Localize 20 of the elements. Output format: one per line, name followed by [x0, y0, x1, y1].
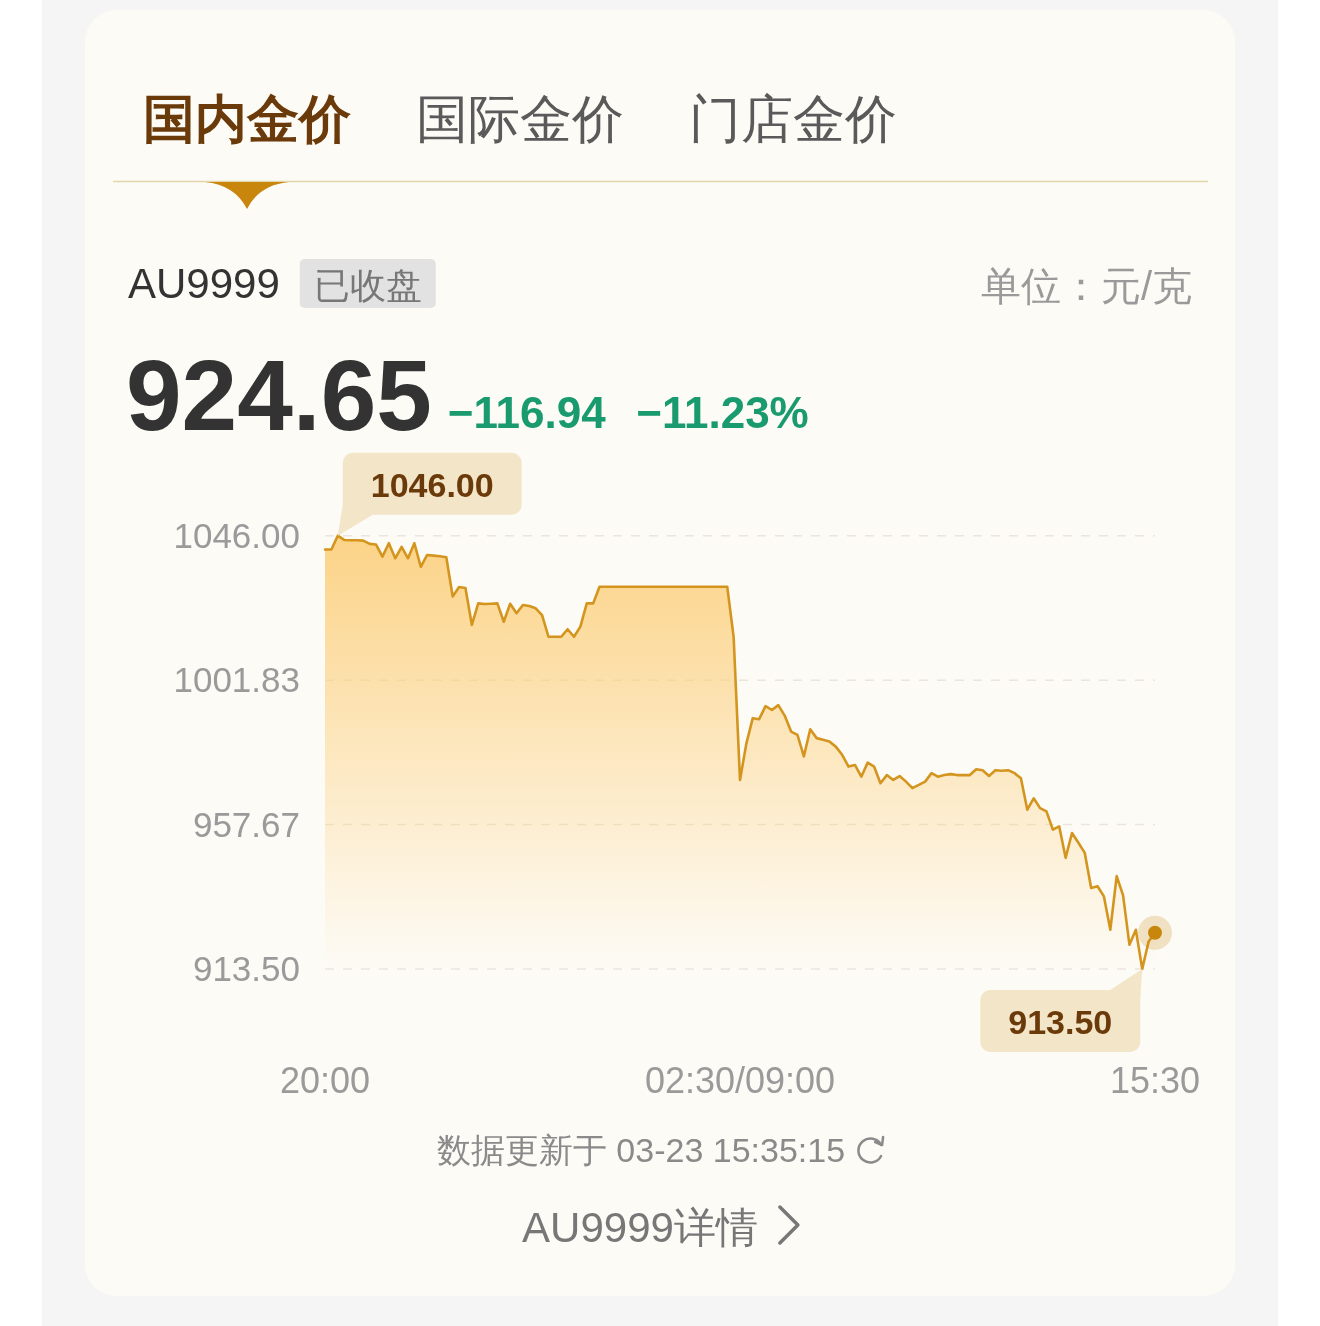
chart-subtitle: 已收盘	[313, 265, 422, 306]
text: AU9999详情	[522, 1204, 758, 1251]
x-tick-label: 15:30	[1109, 1060, 1201, 1101]
text: 国内金价	[143, 90, 351, 148]
text: 924.65	[126, 339, 432, 451]
y-tick-label: 913.50	[192, 949, 300, 988]
data-label: 913.50	[1008, 1003, 1113, 1041]
text: −11.23%	[636, 388, 809, 437]
text: 国际金价	[416, 90, 624, 148]
data-label: 1046.00	[370, 465, 494, 504]
x-tick-label: 02:30/09:00	[644, 1060, 836, 1101]
y-tick-label: 957.67	[192, 804, 300, 844]
text: 数据更新于 03-23 15:35:15	[436, 1131, 846, 1169]
y-tick-label: 1001.83	[173, 660, 300, 700]
y-tick-label: 1046.00	[173, 515, 300, 555]
x-tick-label: 20:00	[279, 1060, 371, 1101]
text: 单位：元/克	[980, 264, 1192, 308]
text: −116.94	[447, 388, 607, 437]
chart-title: AU9999	[128, 260, 280, 307]
text: 门店金价	[689, 90, 897, 148]
